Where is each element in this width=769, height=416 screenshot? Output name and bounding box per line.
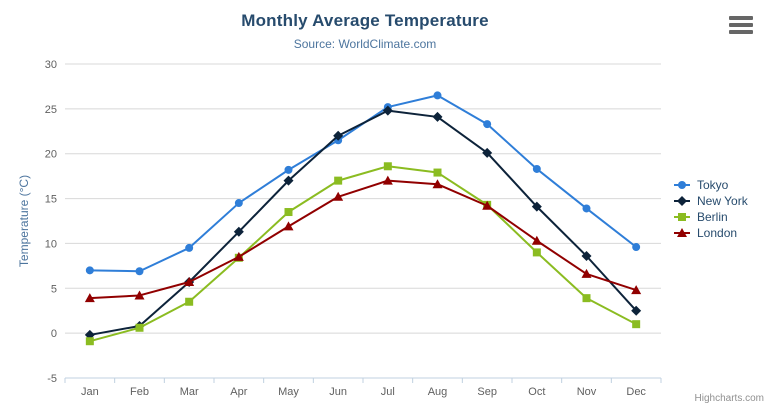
diamond-legend-marker-icon xyxy=(674,196,690,206)
svg-text:Jun: Jun xyxy=(329,386,347,398)
legend-label-new-york: New York xyxy=(697,194,748,208)
square-legend-marker-icon xyxy=(674,213,690,221)
svg-text:Aug: Aug xyxy=(428,386,448,398)
legend-item-london[interactable]: London xyxy=(673,225,748,241)
svg-text:Mar: Mar xyxy=(180,386,199,398)
legend-item-new-york[interactable]: New York xyxy=(673,193,748,209)
legend-label-berlin: Berlin xyxy=(697,210,728,224)
y-gridlines xyxy=(65,63,661,334)
legend-label-london: London xyxy=(697,226,738,240)
triangle-legend-marker-icon xyxy=(674,228,690,237)
circle-legend-marker-icon xyxy=(674,181,690,189)
svg-text:20: 20 xyxy=(45,149,57,161)
svg-text:Jan: Jan xyxy=(81,386,99,398)
credits-link[interactable]: Highcharts.com xyxy=(694,393,764,404)
svg-text:-5: -5 xyxy=(47,373,57,385)
hamburger-menu-icon xyxy=(729,16,753,20)
svg-text:10: 10 xyxy=(45,238,57,250)
chart-title: Monthly Average Temperature xyxy=(241,11,489,30)
hamburger-menu-icon xyxy=(729,30,753,34)
svg-text:Nov: Nov xyxy=(577,386,597,398)
series-new-york[interactable] xyxy=(84,105,642,340)
legend-item-berlin[interactable]: Berlin xyxy=(673,209,748,225)
svg-text:Apr: Apr xyxy=(230,386,247,398)
svg-text:Jul: Jul xyxy=(381,386,395,398)
svg-text:May: May xyxy=(278,386,299,398)
legend: Tokyo New York Berlin London xyxy=(673,177,748,241)
svg-text:0: 0 xyxy=(51,328,57,340)
x-axis-labels: Jan Feb Mar Apr May Jun Jul Aug Sep Oct Nov Dec xyxy=(81,386,646,398)
hamburger-menu-icon xyxy=(729,23,753,27)
svg-text:25: 25 xyxy=(45,104,57,116)
y-axis-labels: -5 0 5 10 15 20 25 30 xyxy=(45,59,57,385)
legend-label-tokyo: Tokyo xyxy=(697,178,729,192)
svg-text:Feb: Feb xyxy=(130,386,149,398)
svg-text:Oct: Oct xyxy=(528,386,545,398)
context-menu-button[interactable] xyxy=(729,15,753,35)
series-tokyo[interactable] xyxy=(85,91,641,276)
svg-text:30: 30 xyxy=(45,59,57,71)
svg-text:Dec: Dec xyxy=(626,386,646,398)
svg-text:5: 5 xyxy=(51,283,57,295)
chart-subtitle: Source: WorldClimate.com xyxy=(293,37,437,51)
svg-text:Sep: Sep xyxy=(477,386,497,398)
series-london[interactable] xyxy=(84,175,642,303)
svg-text:15: 15 xyxy=(45,194,57,206)
legend-item-tokyo[interactable]: Tokyo xyxy=(673,177,748,193)
x-axis xyxy=(64,377,662,383)
